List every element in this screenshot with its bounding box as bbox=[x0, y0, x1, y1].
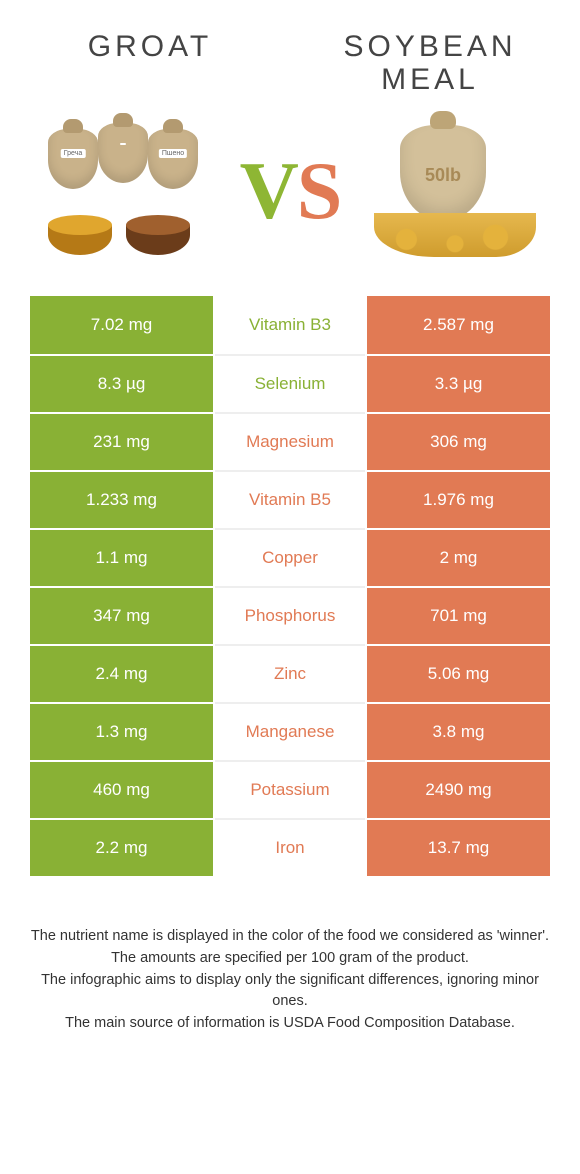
right-value: 1.976 mg bbox=[365, 470, 550, 528]
comparison-table: 7.02 mgVitamin B32.587 mg8.3 µgSelenium3… bbox=[0, 296, 580, 876]
table-row: 2.4 mgZinc5.06 mg bbox=[30, 644, 550, 702]
left-food-title: GROAT bbox=[40, 30, 260, 96]
right-food-image: 50lb bbox=[370, 121, 540, 261]
sack-label: Пшено bbox=[159, 149, 187, 158]
nutrient-name: Magnesium bbox=[215, 412, 365, 470]
left-value: 460 mg bbox=[30, 760, 215, 818]
hero-row: Греча Пшено VS 50lb bbox=[0, 96, 580, 296]
table-row: 7.02 mgVitamin B32.587 mg bbox=[30, 296, 550, 354]
footer-line: The amounts are specified per 100 gram o… bbox=[30, 948, 550, 970]
table-row: 460 mgPotassium2490 mg bbox=[30, 760, 550, 818]
sack-label: Греча bbox=[61, 149, 86, 158]
nutrient-name: Manganese bbox=[215, 702, 365, 760]
right-value: 2490 mg bbox=[365, 760, 550, 818]
vs-label: VS bbox=[240, 144, 341, 238]
left-value: 8.3 µg bbox=[30, 354, 215, 412]
left-value: 231 mg bbox=[30, 412, 215, 470]
right-value: 701 mg bbox=[365, 586, 550, 644]
sack-label bbox=[120, 143, 126, 145]
nutrient-name: Vitamin B3 bbox=[215, 296, 365, 354]
footer-line: The infographic aims to display only the… bbox=[30, 970, 550, 1014]
nutrient-name: Copper bbox=[215, 528, 365, 586]
table-row: 2.2 mgIron13.7 mg bbox=[30, 818, 550, 876]
left-value: 1.233 mg bbox=[30, 470, 215, 528]
right-value: 306 mg bbox=[365, 412, 550, 470]
right-value: 3.3 µg bbox=[365, 354, 550, 412]
left-value: 1.3 mg bbox=[30, 702, 215, 760]
right-value: 13.7 mg bbox=[365, 818, 550, 876]
table-row: 231 mgMagnesium306 mg bbox=[30, 412, 550, 470]
nutrient-name: Iron bbox=[215, 818, 365, 876]
nutrient-name: Potassium bbox=[215, 760, 365, 818]
nutrient-name: Zinc bbox=[215, 644, 365, 702]
table-row: 1.1 mgCopper2 mg bbox=[30, 528, 550, 586]
left-value: 347 mg bbox=[30, 586, 215, 644]
title-row: GROAT SOYBEAN MEAL bbox=[0, 0, 580, 96]
footer-notes: The nutrient name is displayed in the co… bbox=[0, 876, 580, 1035]
table-row: 1.3 mgManganese3.8 mg bbox=[30, 702, 550, 760]
right-value: 2 mg bbox=[365, 528, 550, 586]
footer-line: The nutrient name is displayed in the co… bbox=[30, 926, 550, 948]
left-food-image: Греча Пшено bbox=[40, 121, 210, 261]
infographic: GROAT SOYBEAN MEAL Греча Пшено VS 50lb 7… bbox=[0, 0, 580, 1035]
right-value: 2.587 mg bbox=[365, 296, 550, 354]
sack-weight-label: 50lb bbox=[400, 165, 486, 186]
footer-line: The main source of information is USDA F… bbox=[30, 1013, 550, 1035]
nutrient-name: Selenium bbox=[215, 354, 365, 412]
nutrient-name: Vitamin B5 bbox=[215, 470, 365, 528]
left-value: 2.2 mg bbox=[30, 818, 215, 876]
left-value: 2.4 mg bbox=[30, 644, 215, 702]
right-food-title: SOYBEAN MEAL bbox=[320, 30, 540, 96]
right-value: 3.8 mg bbox=[365, 702, 550, 760]
left-value: 1.1 mg bbox=[30, 528, 215, 586]
right-value: 5.06 mg bbox=[365, 644, 550, 702]
table-row: 1.233 mgVitamin B51.976 mg bbox=[30, 470, 550, 528]
table-row: 347 mgPhosphorus701 mg bbox=[30, 586, 550, 644]
vs-v: V bbox=[240, 145, 297, 236]
left-value: 7.02 mg bbox=[30, 296, 215, 354]
nutrient-name: Phosphorus bbox=[215, 586, 365, 644]
table-row: 8.3 µgSelenium3.3 µg bbox=[30, 354, 550, 412]
vs-s: S bbox=[297, 145, 341, 236]
